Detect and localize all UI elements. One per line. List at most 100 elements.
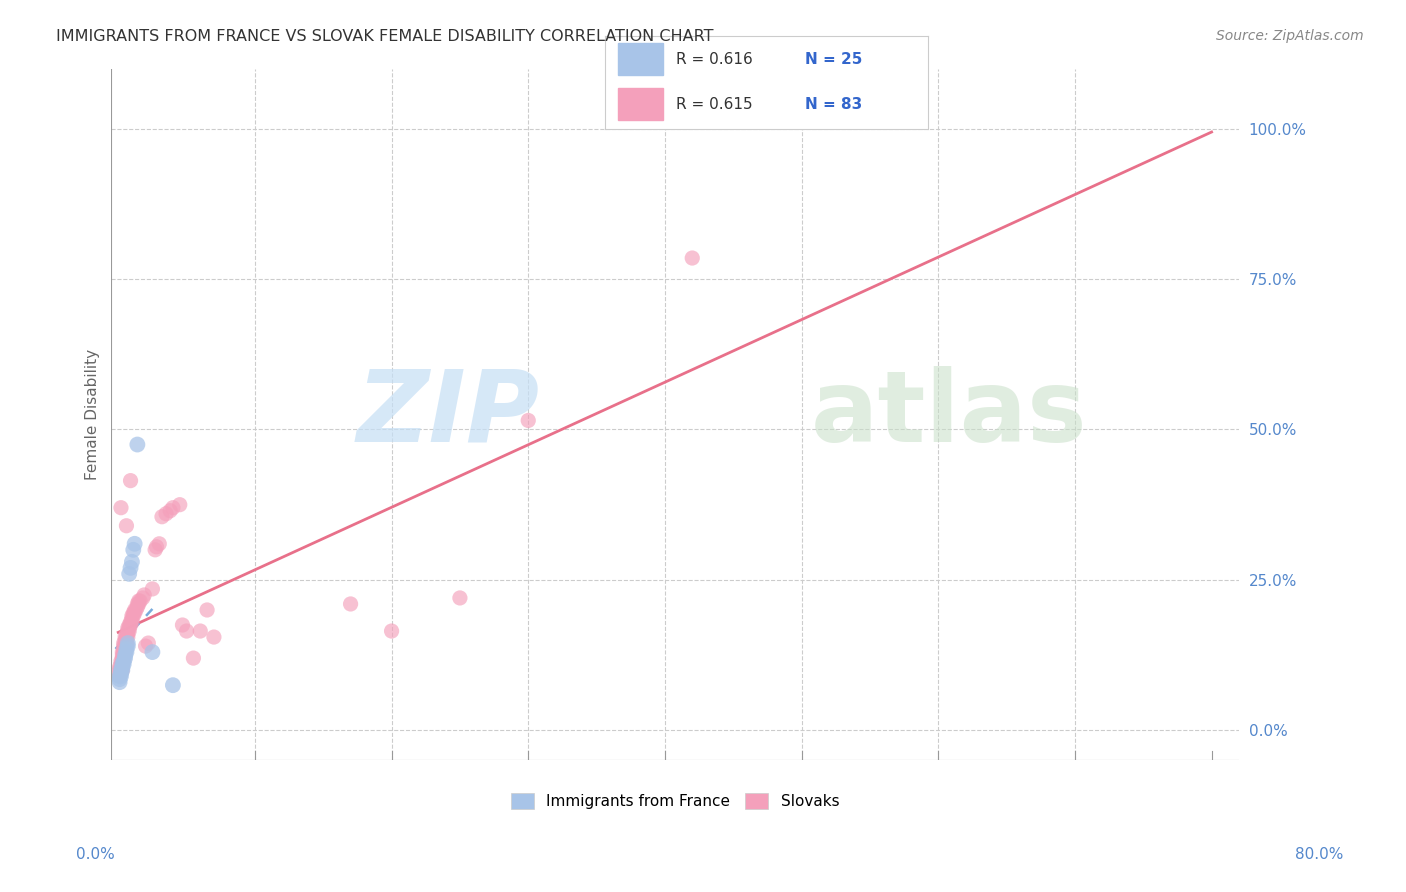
Point (145, 540, 167, 554)
Point (112, 654, 135, 668)
Point (114, 633, 136, 648)
Point (108, 675, 131, 690)
Point (111, 657, 134, 672)
Point (114, 630, 136, 644)
Point (124, 603, 146, 617)
Point (120, 474, 142, 488)
Point (449, 591, 471, 605)
Point (150, 509, 173, 524)
Point (122, 542, 145, 557)
Point (110, 666, 132, 681)
Bar (617, 88, 662, 120)
Point (202, 630, 225, 644)
Point (169, 498, 191, 512)
Point (115, 639, 138, 653)
Point (122, 606, 145, 620)
Text: N = 25: N = 25 (806, 52, 862, 67)
Point (114, 648, 136, 662)
Point (115, 627, 138, 641)
Point (162, 500, 184, 515)
Point (124, 537, 146, 551)
Point (114, 639, 136, 653)
Point (114, 642, 136, 657)
Point (183, 651, 205, 665)
Point (148, 537, 170, 551)
Point (115, 636, 138, 650)
Point (111, 657, 134, 672)
Point (111, 663, 134, 677)
Point (117, 621, 139, 635)
Text: R = 0.616: R = 0.616 (676, 52, 752, 67)
Point (135, 639, 157, 653)
Point (110, 666, 132, 681)
Point (121, 555, 143, 569)
Point (127, 597, 149, 611)
Point (110, 663, 132, 677)
Point (112, 645, 135, 659)
Point (381, 624, 404, 638)
Point (110, 654, 132, 668)
Point (134, 588, 156, 602)
Point (115, 633, 138, 648)
Point (132, 591, 155, 605)
Point (111, 654, 134, 668)
Point (111, 648, 134, 662)
Bar (617, 43, 662, 75)
Y-axis label: Female Disability: Female Disability (86, 349, 100, 480)
Point (112, 657, 135, 672)
Point (117, 636, 139, 650)
Point (114, 645, 136, 659)
Point (127, 437, 149, 451)
Point (339, 597, 361, 611)
Point (117, 627, 139, 641)
Point (115, 518, 138, 533)
Point (108, 660, 131, 674)
Point (111, 645, 134, 659)
Point (111, 660, 134, 674)
Point (121, 612, 143, 626)
Point (112, 642, 135, 657)
Point (110, 500, 132, 515)
Point (118, 618, 141, 632)
Point (141, 645, 163, 659)
Point (176, 624, 198, 638)
Point (118, 566, 141, 581)
Point (118, 624, 141, 638)
Point (122, 609, 145, 624)
Point (117, 624, 139, 638)
Point (108, 669, 131, 683)
Point (517, 413, 540, 427)
Point (110, 669, 132, 683)
Point (195, 603, 218, 617)
Point (128, 594, 150, 608)
Text: IMMIGRANTS FROM FRANCE VS SLOVAK FEMALE DISABILITY CORRELATION CHART: IMMIGRANTS FROM FRANCE VS SLOVAK FEMALE … (56, 29, 714, 44)
Point (108, 669, 131, 683)
Point (112, 654, 135, 668)
Point (110, 663, 132, 677)
Point (108, 666, 131, 681)
Point (127, 599, 149, 614)
Point (111, 660, 134, 674)
Point (112, 651, 135, 665)
Point (120, 618, 142, 632)
Point (115, 642, 138, 657)
Point (121, 615, 143, 629)
Point (136, 636, 159, 650)
Point (162, 678, 184, 692)
Text: N = 83: N = 83 (806, 96, 862, 112)
Point (111, 651, 134, 665)
Point (141, 582, 163, 596)
Legend: Immigrants from France, Slovaks: Immigrants from France, Slovaks (505, 787, 845, 815)
Text: Source: ZipAtlas.com: Source: ZipAtlas.com (1216, 29, 1364, 43)
Point (188, 624, 211, 638)
Text: ZIP: ZIP (357, 366, 540, 463)
Point (118, 621, 141, 635)
Point (681, 251, 703, 265)
Point (112, 639, 135, 653)
Point (111, 663, 134, 677)
Point (117, 639, 139, 653)
Point (124, 606, 146, 620)
Point (114, 636, 136, 650)
Point (117, 630, 139, 644)
Text: R = 0.615: R = 0.615 (676, 96, 752, 112)
